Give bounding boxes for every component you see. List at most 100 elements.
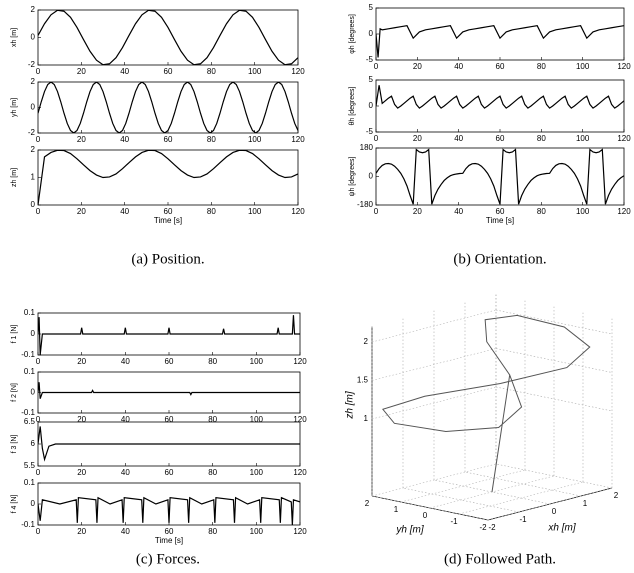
x-tick-label: 20 — [77, 67, 86, 76]
data-line — [376, 85, 624, 109]
y-tick-label: 180 — [360, 143, 374, 152]
x-tick-label: 0 — [36, 67, 41, 76]
x-tick-label: 120 — [617, 134, 631, 143]
y-tick-label: 0 — [423, 511, 428, 520]
x-axis-label: Time [s] — [486, 216, 514, 225]
x-tick-label: 40 — [454, 134, 463, 143]
grid-line — [371, 495, 489, 521]
y-tick-label: 0 — [369, 29, 374, 38]
x-tick-label: 60 — [165, 527, 174, 536]
plot-frame — [37, 9, 299, 66]
grid-line — [495, 386, 613, 412]
x-tick-label: 40 — [121, 415, 130, 424]
y-tick-label: -0.1 — [21, 408, 35, 417]
x-tick-label: 80 — [207, 67, 216, 76]
y-tick-label: 0.1 — [24, 478, 36, 487]
y-tick-label: -5 — [366, 55, 374, 64]
caption: (b) Orientation. — [453, 251, 546, 267]
y-axis-label: f 1 [N] — [11, 325, 18, 344]
data-line — [38, 82, 298, 133]
x-tick-label: 80 — [208, 415, 217, 424]
y-tick-label: 0 — [31, 329, 36, 338]
y-tick-label: 0 — [31, 200, 36, 209]
x-tick-label: 100 — [576, 134, 590, 143]
y-axis-label: f 3 [N] — [11, 435, 18, 454]
data-line — [376, 148, 624, 205]
x-tick-label: 120 — [617, 62, 631, 71]
x-tick-label: 0 — [36, 527, 41, 536]
x-tick-label: 0 — [36, 415, 41, 424]
x-axis-label: Time [s] — [155, 536, 183, 545]
x-tick-label: 20 — [77, 468, 86, 477]
caption: (c) Forces. — [136, 551, 200, 567]
x-tick-label: 120 — [293, 527, 307, 536]
x-tick-label: 40 — [120, 135, 129, 144]
x-tick-label: 80 — [208, 527, 217, 536]
y-axis-label: ψh [degrees] — [349, 156, 356, 196]
grid-line — [495, 348, 613, 373]
x-tick-label: 2 — [614, 491, 619, 500]
x-tick-label: 60 — [164, 207, 173, 216]
y-tick-label: 5.5 — [24, 461, 36, 470]
x-tick-label: 0 — [374, 134, 379, 143]
y-tick-label: 0 — [369, 101, 374, 110]
z-tick-label: 1.5 — [357, 376, 369, 385]
grid-line — [458, 481, 584, 515]
x-tick-label: 100 — [248, 207, 262, 216]
x-tick-label: 100 — [248, 135, 262, 144]
x-tick-label: 120 — [293, 468, 307, 477]
y-tick-label: 5 — [369, 3, 374, 12]
y-axis-label: φh [degrees] — [349, 14, 356, 54]
x-tick-label: 0 — [552, 507, 557, 516]
grid-line — [371, 463, 497, 497]
z-tick-label: 2 — [364, 337, 369, 346]
y-tick-label: 2 — [31, 77, 36, 86]
x-tick-label: 40 — [454, 62, 463, 71]
y-tick-label: 0 — [31, 103, 36, 112]
y-tick-label: -1 — [450, 517, 458, 526]
x-tick-label: 60 — [164, 135, 173, 144]
x-tick-label: 120 — [291, 135, 305, 144]
x-tick-label: 100 — [576, 62, 590, 71]
data-line — [38, 10, 298, 65]
x-tick-label: 120 — [291, 207, 305, 216]
x-tick-label: 120 — [291, 67, 305, 76]
y-tick-label: -2 — [28, 60, 36, 69]
x-tick-label: 40 — [121, 527, 130, 536]
y-tick-label: 0 — [31, 33, 36, 42]
x-tick-label: 120 — [293, 415, 307, 424]
grid-line — [433, 479, 551, 505]
x-tick-label: 60 — [496, 62, 505, 71]
x-tick-label: 100 — [576, 207, 590, 216]
y-axis-label: xh [m] — [11, 28, 18, 47]
x-tick-label: 1 — [583, 499, 588, 508]
x-tick-label: 0 — [374, 207, 379, 216]
x-tick-label: 80 — [208, 468, 217, 477]
x-tick-label: 60 — [164, 67, 173, 76]
data-line — [38, 150, 298, 205]
y-tick-label: -5 — [366, 127, 374, 136]
grid-line — [464, 471, 582, 497]
x-axis-label: xh [m] — [547, 523, 575, 534]
grid-line — [371, 309, 497, 343]
x-tick-label: 20 — [77, 527, 86, 536]
y-tick-label: 0 — [31, 388, 36, 397]
grid-line — [487, 487, 613, 521]
x-tick-label: 0 — [36, 135, 41, 144]
x-tick-label: 40 — [120, 207, 129, 216]
y-tick-label: -2 — [479, 523, 487, 532]
z-axis-label: zh [m] — [345, 391, 356, 419]
x-tick-label: 80 — [208, 357, 217, 366]
x-tick-label: 100 — [250, 527, 264, 536]
y-tick-label: -180 — [357, 200, 374, 209]
y-axis-label: θh [degrees] — [349, 86, 356, 125]
x-tick-label: 100 — [250, 415, 264, 424]
data-line — [38, 426, 300, 462]
x-tick-label: 20 — [413, 134, 422, 143]
data-line — [38, 315, 300, 355]
x-tick-label: 60 — [165, 415, 174, 424]
z-tick-label: 1 — [364, 414, 369, 423]
x-tick-label: 100 — [250, 468, 264, 477]
grid-line — [400, 469, 526, 503]
